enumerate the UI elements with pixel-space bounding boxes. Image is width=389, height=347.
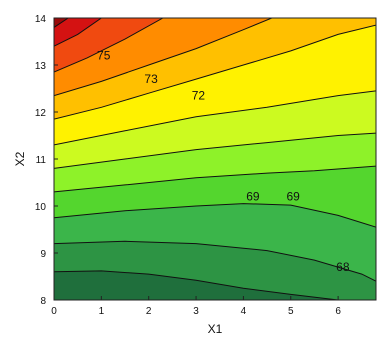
x-tick-label: 1 (99, 306, 105, 317)
contour-label: 72 (192, 89, 206, 103)
contour-label: 73 (144, 72, 158, 86)
x-tick-label: 4 (241, 306, 247, 317)
contour-band-10 (54, 18, 102, 47)
contour-label: 75 (97, 49, 111, 63)
y-tick-label: 9 (40, 249, 46, 260)
x-axis-label: X1 (208, 322, 223, 336)
contour-line-68 (54, 270, 339, 300)
contour-line-72 (54, 24, 376, 120)
contour-label: 69 (286, 190, 300, 204)
y-tick-label: 8 (40, 296, 46, 307)
y-axis-ticks: 8 9 10 11 12 13 14 (35, 14, 58, 307)
x-tick-label: 2 (146, 306, 152, 317)
contour-labels: 75 73 72 69 69 68 (97, 49, 350, 275)
y-tick-label: 14 (35, 14, 47, 25)
x-axis-ticks: 0 1 2 3 4 5 6 (51, 296, 341, 317)
x-tick-label: 5 (288, 306, 294, 317)
contour-line-74 (54, 18, 164, 73)
contour-line-70 (54, 132, 376, 169)
contour-line-76 (54, 18, 69, 28)
contour-line-68 (54, 240, 376, 282)
contour-label: 68 (336, 260, 350, 274)
contour-lines (54, 18, 376, 300)
y-tick-label: 11 (36, 155, 47, 166)
y-tick-label: 13 (35, 61, 47, 72)
contour-line-73 (54, 18, 272, 97)
x-tick-label: 3 (193, 306, 199, 317)
contour-fill-bands (54, 18, 376, 300)
x-tick-label: 6 (335, 306, 341, 317)
contour-line-69 (54, 203, 376, 228)
y-tick-label: 12 (35, 108, 47, 119)
contour-line-71 (54, 90, 376, 146)
y-axis-label: X2 (13, 151, 27, 166)
contour-line-69 (54, 165, 376, 193)
y-tick-label: 10 (35, 202, 47, 213)
contour-label: 69 (246, 190, 260, 204)
contour-line-75 (54, 18, 102, 47)
x-tick-label: 0 (51, 306, 57, 317)
